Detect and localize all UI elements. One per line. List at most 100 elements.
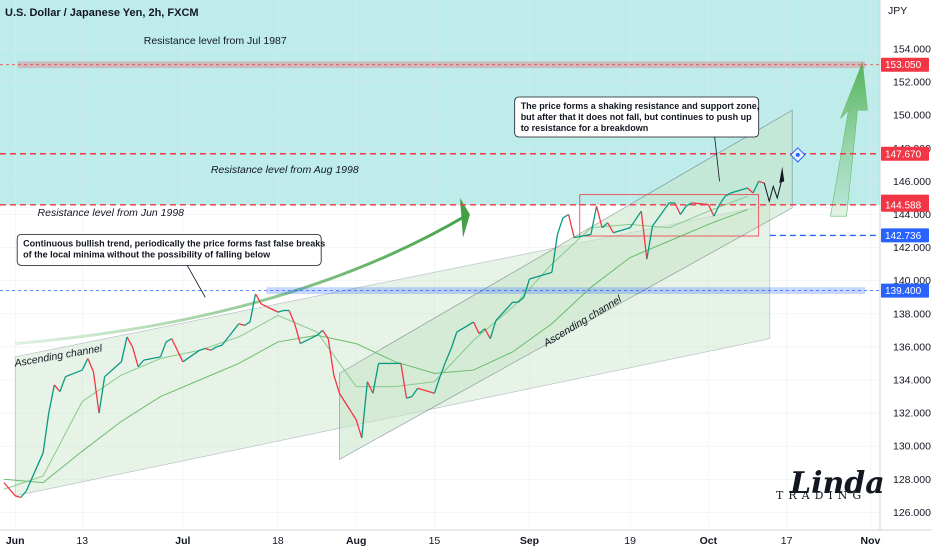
callout-zone-pointer (714, 136, 720, 182)
brand-logo-tagline: TRADING (776, 489, 866, 502)
price-segment (98, 376, 106, 414)
price-segment (417, 387, 435, 394)
bullish-curve (15, 213, 469, 346)
callout-trend-box (16, 233, 322, 266)
price-segment (674, 202, 681, 215)
price-segment (707, 204, 715, 217)
x-tick-label: 15 (429, 535, 441, 547)
price-segment (635, 210, 642, 220)
price-segment (355, 419, 363, 439)
drawings (763, 147, 806, 204)
label-resistance-aug98: Resistance level from Aug 1998 (211, 164, 359, 176)
price-segment (489, 320, 497, 339)
annotation-labels: Resistance level from Jul 1987 Resistance… (13, 35, 760, 370)
price-segment (534, 271, 553, 279)
price-segment (182, 349, 201, 363)
price-segment (244, 321, 251, 326)
price-segment (730, 187, 748, 194)
price-tag-label: 144.588 (885, 200, 922, 211)
price-segment (406, 395, 413, 399)
x-tick-label: 13 (76, 535, 88, 547)
y-tick-label: 136.000 (893, 341, 931, 353)
price-segment (713, 204, 721, 217)
price-tag-box (881, 146, 929, 161)
price-segment (159, 341, 167, 358)
price-segment (595, 206, 603, 228)
price-segment (81, 358, 89, 371)
price-segment (456, 321, 474, 333)
price-segment (87, 358, 95, 372)
price-segment (613, 227, 631, 234)
price-segment (433, 376, 441, 394)
price-tag-label: 139.400 (885, 286, 922, 297)
price-segment (646, 225, 654, 260)
y-tick-label: 130.000 (893, 441, 931, 453)
price-segment (299, 334, 318, 345)
price-tag-label: 142.736 (885, 231, 922, 242)
price-segment (724, 192, 732, 197)
price-tag-box (881, 57, 929, 72)
y-tick-label: 126.000 (893, 507, 931, 519)
price-segment (517, 296, 525, 303)
price-segment (294, 323, 301, 344)
price-segment (372, 363, 380, 394)
price-tag-box (881, 197, 929, 212)
y-tick-label: 144.000 (893, 209, 931, 221)
callout-zone-line: but after that it does not fall, but con… (521, 112, 752, 122)
y-tick-label: 146.000 (893, 176, 931, 188)
price-segment (607, 222, 614, 234)
price-segment (254, 293, 262, 305)
x-tick-label: Jun (6, 535, 25, 547)
callout-trend-pointer (186, 265, 206, 298)
price-tag-box (881, 283, 929, 298)
price-segment (216, 344, 223, 348)
callout-zone-line: to resistance for a breakdown (521, 123, 649, 133)
price-segment (361, 381, 368, 438)
price-segment (651, 202, 670, 227)
price-segment (450, 331, 458, 349)
price-segment (411, 387, 419, 397)
price-segment (171, 338, 178, 351)
callout-zone-line: The price forms a shaking resistance and… (521, 101, 760, 111)
callout-trend-line: Continuous bullish trend, periodically t… (23, 238, 325, 248)
price-segment (327, 338, 335, 376)
price-segment (562, 213, 569, 219)
x-tick-label: Aug (346, 535, 366, 547)
price-segment (249, 293, 257, 323)
price-segment (238, 323, 245, 327)
price-segment (685, 202, 692, 207)
price-segment (322, 329, 329, 339)
price-segment (210, 346, 217, 351)
price-segment (472, 321, 480, 334)
label-resistance-1987: Resistance level from Jul 1987 (144, 35, 287, 47)
price-segment (752, 181, 760, 194)
price-segment (25, 452, 44, 492)
price-segment (221, 323, 240, 346)
price-segment (20, 490, 27, 498)
price-segment (131, 346, 139, 367)
price-segment (640, 211, 648, 260)
price-segment (104, 361, 122, 378)
x-tick-label: 17 (781, 535, 793, 547)
breakout-arrow (830, 62, 868, 217)
y-tick-label: 138.000 (893, 308, 931, 320)
x-tick-label: Nov (861, 535, 881, 547)
price-segment (120, 336, 128, 362)
price-segment (199, 347, 206, 351)
x-tick-label: Oct (700, 535, 718, 547)
price-segment (338, 392, 357, 421)
ma-fast-line (3, 195, 748, 490)
target-marker-dot (795, 152, 800, 157)
price-segment (629, 219, 637, 229)
price-segment (137, 359, 145, 368)
callout-zone-box (514, 96, 760, 138)
price-segment (439, 361, 447, 377)
ma-slow-line (3, 209, 748, 484)
price-segment (165, 338, 173, 343)
label-resistance-jun98: Resistance level from Jun 1998 (38, 207, 185, 219)
price-segment (601, 222, 609, 229)
price-segment (333, 374, 341, 394)
